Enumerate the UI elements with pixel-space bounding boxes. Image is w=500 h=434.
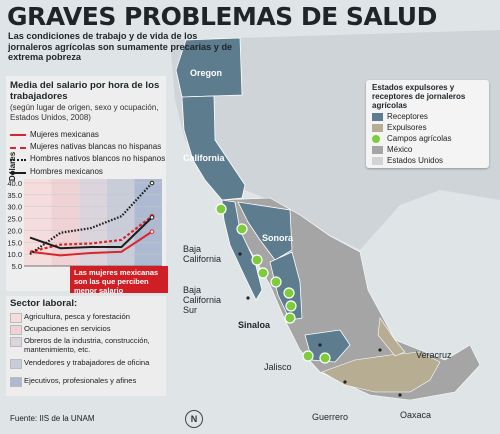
series-endpoint [149, 229, 155, 234]
label-jalisco: Jalisco [264, 362, 292, 372]
y-tick-label: 25.0 [7, 215, 22, 224]
map-legend-label: México [387, 145, 413, 154]
page-subtitle: Las condiciones de trabajo y de vida de … [8, 31, 233, 62]
map-legend-swatch [372, 135, 380, 143]
sector-swatch [10, 313, 22, 323]
y-tick-label: 5.0 [12, 262, 22, 271]
map-legend-swatch [372, 124, 383, 132]
sector-swatch [10, 377, 22, 387]
series-endpoint [149, 215, 155, 220]
chart-title: Media del salario por hora de los trabaj… [10, 80, 160, 102]
map-legend-label: Receptores [387, 112, 428, 121]
map-legend-label: Campos agrícolas [387, 134, 452, 143]
sector-band [79, 179, 107, 266]
label-baja-california-sur: Baja California Sur [183, 285, 222, 315]
y-tick-label: 20.0 [7, 226, 22, 235]
sector-band [24, 179, 52, 266]
label-oregon: Oregon [190, 68, 223, 78]
map-legend-label: Estados Unidos [387, 156, 444, 165]
label-california: California [183, 153, 225, 163]
legend-swatch-mujeres-nativas [10, 147, 26, 149]
map-legend-swatch [372, 157, 383, 165]
chart-callout: Las mujeres mexicanas son las que percib… [70, 266, 168, 295]
label-veracruz: Veracruz [416, 350, 452, 360]
sector-label: Obreros de la industria, construcción, m… [24, 336, 150, 354]
label-sonora: Sonora [262, 233, 294, 243]
sector-label: Agricultura, pesca y forestación [24, 312, 130, 321]
veracruz-state [377, 317, 406, 357]
sector-swatch [10, 359, 22, 369]
sector-label: Ejecutivos, profesionales y afines [24, 376, 137, 385]
sector-label: Vendedores y trabajadores de oficina [24, 358, 150, 367]
sector-band [134, 179, 162, 266]
y-tick-label: 10.0 [7, 250, 22, 259]
legend-hombres-nativos: Hombres nativos blancos no hispanos [30, 154, 166, 163]
y-tick-label: 15.0 [7, 238, 22, 247]
city-markers [238, 252, 402, 397]
sector-title: Sector laboral: [10, 298, 78, 309]
legend-mujeres-mexicanas: Mujeres mexicanas [30, 130, 99, 139]
campos-agricolas [215, 203, 331, 364]
legend-swatch-hombres-mexicanos [10, 172, 26, 174]
sector-swatch [10, 325, 22, 335]
legend-hombres-mexicanos: Hombres mexicanos [30, 167, 103, 176]
y-tick-label: 40.0 [7, 179, 22, 188]
series-line [29, 216, 153, 250]
sector-band [51, 179, 80, 266]
california-state [181, 95, 246, 201]
y-tick-label: 35.0 [7, 191, 22, 200]
y-tick-label: 30.0 [7, 203, 22, 212]
source-note: Fuente: IIS de la UNAM [10, 414, 95, 423]
label-sinaloa: Sinaloa [238, 320, 271, 330]
legend-mujeres-nativas: Mujeres nativas blancas no hispanas [30, 142, 162, 151]
legend-swatch-mujeres-mexicanas [10, 134, 26, 136]
map-legend-swatch [372, 113, 383, 121]
sector-swatch [10, 337, 22, 347]
series-line [29, 215, 153, 253]
series-endpoint [149, 180, 155, 186]
series-line [29, 182, 153, 256]
page-title: GRAVES PROBLEMAS DE SALUD [7, 2, 437, 31]
label-oaxaca: Oaxaca [400, 410, 432, 420]
sector-label: Ocupaciones en servicios [24, 324, 111, 333]
label-guerrero: Guerrero [312, 412, 349, 422]
map-legend-title: Estados expulsores y receptores de jorna… [372, 83, 466, 110]
legend-swatch-hombres-nativos [10, 159, 26, 161]
map-legend-label: Expulsores [387, 123, 427, 132]
label-baja-california: Baja California [183, 244, 222, 264]
chart-note: (según lugar de origen, sexo y ocupación… [10, 103, 159, 122]
map-legend [366, 80, 489, 168]
expulsores-region [321, 351, 441, 393]
compass-icon: N [185, 410, 203, 428]
series-line [29, 230, 153, 257]
baja-peninsula [221, 199, 263, 301]
map-legend-swatch [372, 146, 383, 154]
sector-panel [6, 296, 166, 396]
